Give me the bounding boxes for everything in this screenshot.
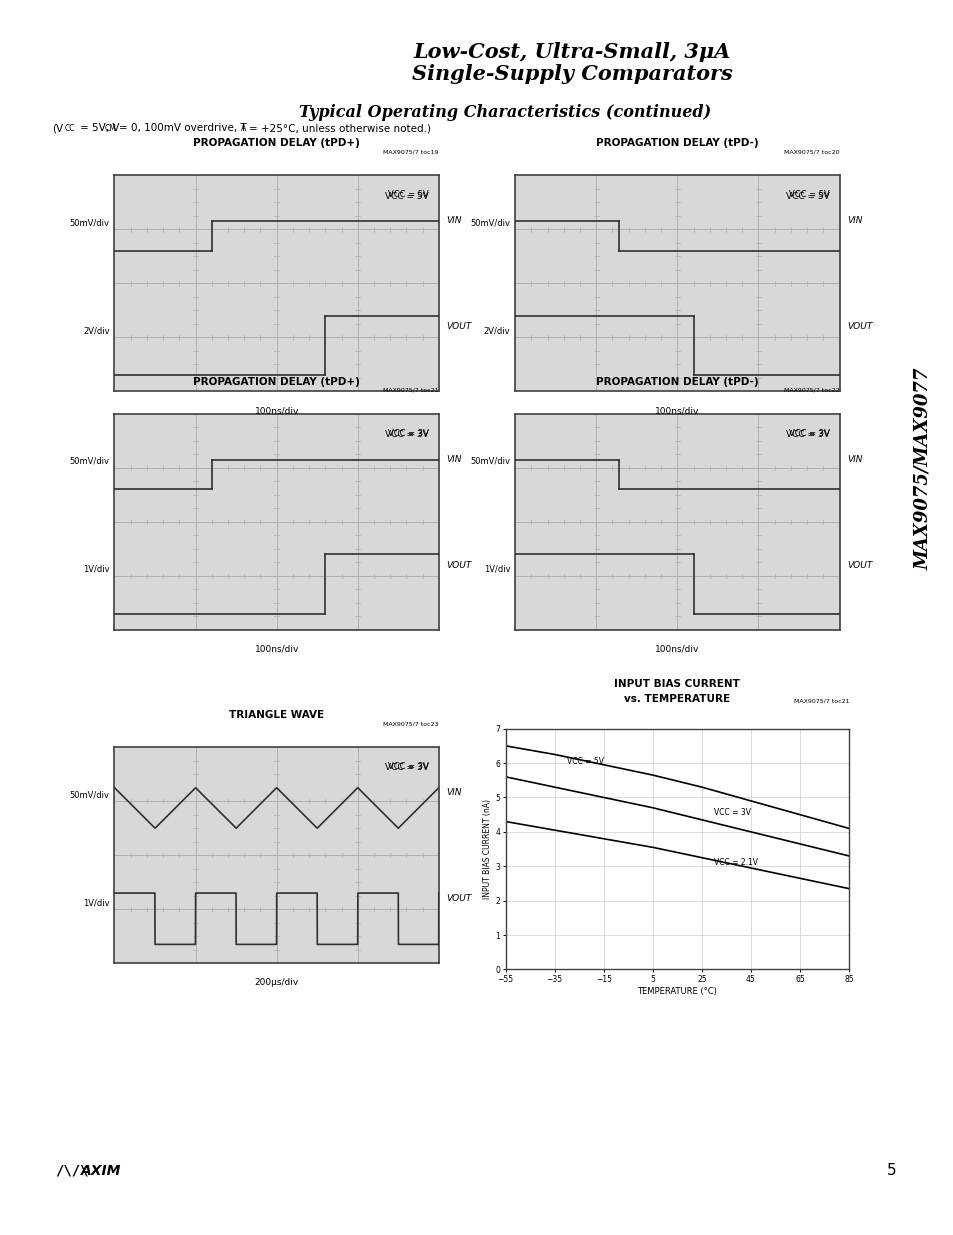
Text: 100ns/div: 100ns/div [254, 406, 298, 415]
Text: 1V/div: 1V/div [83, 898, 110, 908]
Text: 2V/div: 2V/div [83, 326, 110, 336]
Text: 50mV/div: 50mV/div [470, 219, 510, 227]
Text: VIN: VIN [446, 216, 461, 225]
Text: VCC = 3V: VCC = 3V [788, 429, 829, 437]
Text: VCC = 5V: VCC = 5V [785, 191, 829, 200]
Text: MAX9075/7 toc20: MAX9075/7 toc20 [783, 149, 839, 154]
Text: VIN: VIN [446, 788, 461, 797]
Text: VCC = 3V: VCC = 3V [385, 430, 429, 438]
Text: 100ns/div: 100ns/div [254, 645, 298, 653]
Text: = 0, 100mV overdrive, T: = 0, 100mV overdrive, T [119, 124, 247, 133]
Text: VCC = 3V: VCC = 3V [388, 429, 429, 437]
Text: 1V/div: 1V/div [483, 564, 510, 574]
Text: PROPAGATION DELAY (tPD+): PROPAGATION DELAY (tPD+) [193, 138, 359, 148]
Text: Typical Operating Characteristics (continued): Typical Operating Characteristics (conti… [299, 104, 711, 121]
Text: Single-Supply Comparators: Single-Supply Comparators [412, 64, 732, 84]
Text: A: A [241, 124, 247, 133]
Text: MAX9075/7 toc22: MAX9075/7 toc22 [783, 388, 839, 393]
Text: TRIANGLE WAVE: TRIANGLE WAVE [229, 710, 324, 720]
Text: 50mV/div: 50mV/div [470, 457, 510, 466]
Text: 100ns/div: 100ns/div [655, 406, 699, 415]
Text: CM: CM [105, 124, 116, 133]
Text: 50mV/div: 50mV/div [70, 219, 110, 227]
Text: 50mV/div: 50mV/div [70, 790, 110, 799]
Text: VIN: VIN [846, 216, 862, 225]
Text: VCC = 5V: VCC = 5V [385, 191, 429, 200]
Text: INPUT BIAS CURRENT: INPUT BIAS CURRENT [614, 679, 740, 689]
Text: VOUT: VOUT [446, 894, 472, 903]
Text: 50mV/div: 50mV/div [70, 457, 110, 466]
Text: MAX9075/7 toc21: MAX9075/7 toc21 [383, 388, 438, 393]
Text: MAX9075/MAX9077: MAX9075/MAX9077 [914, 368, 931, 571]
Text: CC: CC [65, 124, 75, 133]
Text: MAX9075/7 toc21: MAX9075/7 toc21 [793, 699, 848, 704]
Text: VCC = 5V: VCC = 5V [566, 757, 603, 766]
Text: 2V/div: 2V/div [483, 326, 510, 336]
X-axis label: TEMPERATURE (°C): TEMPERATURE (°C) [637, 987, 717, 995]
Text: PROPAGATION DELAY (tPD+): PROPAGATION DELAY (tPD+) [193, 377, 359, 387]
Text: VOUT: VOUT [846, 322, 872, 331]
Text: 200μs/div: 200μs/div [254, 978, 298, 987]
Y-axis label: INPUT BIAS CURRENT (nA): INPUT BIAS CURRENT (nA) [483, 799, 492, 899]
Text: PROPAGATION DELAY (tPD-): PROPAGATION DELAY (tPD-) [596, 377, 758, 387]
Text: 100ns/div: 100ns/div [655, 645, 699, 653]
Text: = +25°C, unless otherwise noted.): = +25°C, unless otherwise noted.) [249, 124, 431, 133]
Text: VCC = 5V: VCC = 5V [788, 190, 829, 199]
Text: VCC = 3V: VCC = 3V [714, 809, 750, 818]
Text: VOUT: VOUT [846, 561, 872, 569]
Text: PROPAGATION DELAY (tPD-): PROPAGATION DELAY (tPD-) [596, 138, 758, 148]
Text: = 5V, V: = 5V, V [80, 124, 119, 133]
Text: VCC = 3V: VCC = 3V [388, 762, 429, 771]
Text: VIN: VIN [846, 454, 862, 463]
Text: (V: (V [52, 124, 64, 133]
Text: 1V/div: 1V/div [83, 564, 110, 574]
Text: VCC = 5V: VCC = 5V [388, 190, 429, 199]
Text: MAX9075/7 toc23: MAX9075/7 toc23 [383, 721, 438, 726]
Text: VCC = 3V: VCC = 3V [385, 763, 429, 772]
Text: VCC = 2.1V: VCC = 2.1V [714, 858, 758, 867]
Text: VCC = 3V: VCC = 3V [785, 430, 829, 438]
Text: MAX9075/7 toc19: MAX9075/7 toc19 [383, 149, 438, 154]
Text: VOUT: VOUT [446, 561, 472, 569]
Text: /\/\: /\/\ [55, 1163, 89, 1178]
Text: VIN: VIN [446, 454, 461, 463]
Text: AXIM: AXIM [81, 1163, 121, 1178]
Text: VOUT: VOUT [446, 322, 472, 331]
Text: 5: 5 [886, 1163, 896, 1178]
Text: Low-Cost, Ultra-Small, 3μA: Low-Cost, Ultra-Small, 3μA [414, 42, 730, 62]
Text: vs. TEMPERATURE: vs. TEMPERATURE [623, 694, 730, 704]
